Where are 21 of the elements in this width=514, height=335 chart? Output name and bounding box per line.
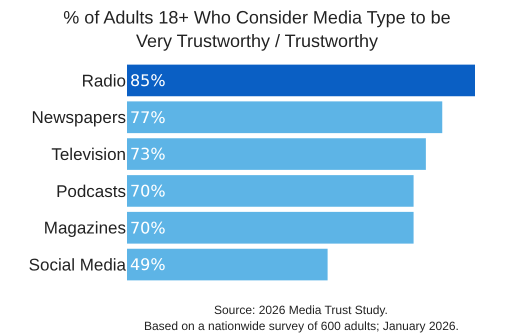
- text: Based on a nationwide survey of 600 adults; January 2026.: [144, 319, 459, 333]
- data-label: 73%: [130, 144, 166, 164]
- chart-title: % of Adults 18+ Who Consider Media Type to be Very Trustworthy / Trustworthy: [63, 7, 451, 51]
- data-label: 85%: [130, 70, 166, 90]
- y-tick-label: Magazines: [44, 218, 126, 238]
- y-tick-label: Radio: [82, 71, 126, 90]
- y-tick-label: Newspapers: [32, 108, 126, 128]
- y-tick-label: Social Media: [28, 256, 127, 275]
- y-tick-label: Podcasts: [56, 182, 126, 201]
- bar: [127, 212, 414, 244]
- data-label: 77%: [130, 108, 166, 127]
- bar: [127, 175, 414, 207]
- data-label: 49%: [130, 255, 166, 274]
- bar: [127, 64, 475, 96]
- y-tick-label: Television: [51, 145, 126, 164]
- bar: [127, 101, 442, 134]
- bar: [127, 138, 426, 170]
- data-label: 70%: [130, 218, 166, 238]
- source-note: Source: 2026 Media Trust Study.: [214, 303, 388, 317]
- bar: [127, 248, 328, 280]
- data-label: 70%: [130, 181, 166, 200]
